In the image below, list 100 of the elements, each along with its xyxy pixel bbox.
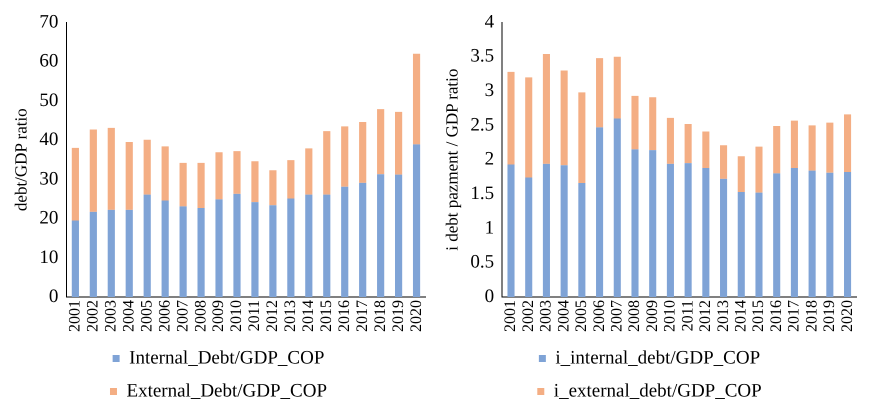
y-tick-label: 0 bbox=[48, 286, 58, 307]
x-tick-label: 2018 bbox=[372, 300, 389, 332]
bar bbox=[720, 145, 728, 179]
bar bbox=[359, 122, 366, 183]
y-tick-label: 1.5 bbox=[470, 183, 494, 204]
y-tick-label: 60 bbox=[39, 50, 58, 72]
bar bbox=[323, 194, 330, 297]
bar bbox=[844, 114, 852, 172]
x-tick-label: 2018 bbox=[803, 300, 820, 332]
x-tick-label: 2015 bbox=[318, 300, 335, 332]
x-tick-label: 2010 bbox=[228, 300, 246, 332]
bar bbox=[197, 162, 205, 208]
bar bbox=[507, 72, 515, 165]
y-tick-label: 40 bbox=[39, 129, 58, 150]
y-tick-label: 4 bbox=[484, 11, 495, 32]
bar bbox=[702, 168, 710, 297]
bar bbox=[144, 140, 151, 195]
bar bbox=[323, 131, 330, 195]
legend-label: i_internal_debt/GDP_COP bbox=[555, 347, 760, 368]
y-tick-label: 0 bbox=[484, 286, 494, 307]
bar bbox=[72, 220, 79, 297]
y-tick-label: 3 bbox=[484, 80, 494, 102]
x-tick-label: 2011 bbox=[679, 300, 696, 332]
bar bbox=[560, 70, 568, 166]
bar bbox=[560, 165, 568, 297]
bar bbox=[755, 146, 763, 193]
bar bbox=[649, 150, 656, 297]
x-tick-label: 2006 bbox=[156, 300, 174, 332]
bar bbox=[197, 208, 205, 297]
bar bbox=[755, 192, 763, 297]
bar bbox=[180, 206, 187, 297]
x-tick-label: 2012 bbox=[697, 300, 714, 332]
bar bbox=[269, 170, 276, 206]
bar bbox=[72, 148, 79, 221]
x-tick-label: 2013 bbox=[714, 300, 732, 332]
x-tick-label: 2016 bbox=[768, 300, 785, 332]
legend-label: External_Debt/GDP_COP bbox=[126, 380, 328, 402]
bar bbox=[412, 54, 420, 144]
bar bbox=[233, 151, 241, 194]
y-axis-title: debt/GDP ratio bbox=[12, 108, 31, 212]
x-tick-label: 2014 bbox=[732, 300, 750, 332]
bar bbox=[826, 122, 834, 173]
bar bbox=[108, 210, 115, 297]
bar bbox=[614, 118, 621, 297]
x-tick-label: 2008 bbox=[626, 300, 644, 332]
x-tick-label: 2005 bbox=[573, 300, 590, 332]
bar bbox=[359, 182, 366, 297]
x-tick-label: 2020 bbox=[838, 300, 856, 332]
bar bbox=[305, 148, 312, 195]
bar bbox=[684, 163, 692, 297]
y-tick-label: 50 bbox=[39, 90, 58, 111]
bar bbox=[525, 178, 532, 297]
bar bbox=[578, 92, 586, 184]
x-tick-label: 2003 bbox=[538, 300, 555, 332]
bar bbox=[287, 160, 294, 199]
bar bbox=[395, 174, 402, 297]
bar bbox=[738, 192, 745, 297]
bar bbox=[826, 172, 834, 297]
bar bbox=[790, 120, 798, 168]
x-tick-label: 2013 bbox=[282, 300, 300, 332]
bar bbox=[90, 212, 97, 297]
x-tick-label: 2016 bbox=[336, 300, 353, 332]
x-tick-label: 2009 bbox=[210, 300, 228, 332]
x-tick-label: 2009 bbox=[644, 300, 661, 332]
bar bbox=[412, 144, 420, 297]
x-tick-label: 2007 bbox=[174, 300, 192, 332]
x-tick-label: 2020 bbox=[408, 300, 425, 332]
bar bbox=[666, 164, 674, 297]
x-tick-label: 2019 bbox=[821, 300, 838, 332]
bar bbox=[162, 146, 169, 200]
x-tick-label: 2003 bbox=[102, 300, 120, 332]
bar bbox=[844, 172, 852, 297]
bar bbox=[649, 97, 656, 150]
x-tick-label: 2008 bbox=[192, 300, 210, 332]
x-tick-label: 2002 bbox=[520, 300, 537, 332]
bar bbox=[377, 109, 384, 174]
bar bbox=[251, 161, 259, 202]
bar bbox=[702, 132, 710, 168]
y-tick-label: 30 bbox=[39, 168, 58, 190]
bar bbox=[631, 96, 639, 150]
bar bbox=[738, 156, 745, 192]
bar bbox=[542, 164, 550, 297]
x-tick-label: 2019 bbox=[390, 300, 407, 332]
bar bbox=[790, 168, 798, 297]
bar bbox=[287, 198, 294, 297]
bar bbox=[666, 118, 674, 164]
bar bbox=[305, 194, 312, 297]
bar bbox=[578, 183, 586, 297]
y-tick-label: 2.5 bbox=[470, 114, 494, 136]
bar bbox=[542, 54, 550, 164]
y-tick-label: 1 bbox=[484, 217, 494, 238]
bar bbox=[144, 194, 151, 297]
x-tick-label: 2017 bbox=[786, 300, 803, 332]
y-tick-label: 20 bbox=[39, 208, 58, 229]
legend-label: Internal_Debt/GDP_COP bbox=[129, 347, 324, 368]
x-tick-label: 2004 bbox=[555, 300, 572, 332]
bar bbox=[596, 58, 604, 128]
bar bbox=[108, 128, 115, 210]
bar bbox=[341, 126, 348, 187]
x-tick-label: 2006 bbox=[590, 300, 608, 332]
